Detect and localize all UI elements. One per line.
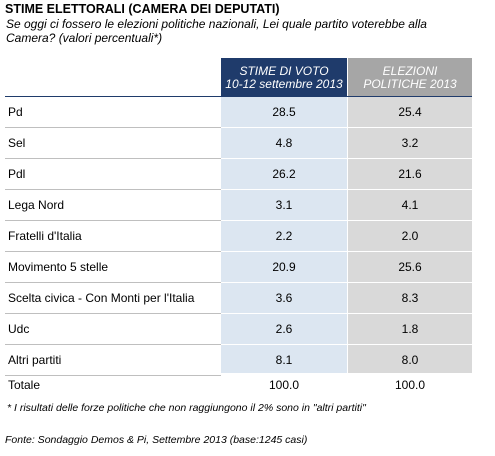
stime-value: 8.1 (275, 353, 293, 367)
elezioni-value: 4.1 (401, 198, 419, 212)
row-divider-left (5, 189, 221, 190)
stime-value: 2.2 (275, 229, 293, 243)
stime-value: 26.2 (272, 167, 296, 181)
party-name: Sel (8, 136, 26, 150)
row-divider (5, 313, 472, 314)
column-header-elezioni: ELEZIONI POLITICHE 2013 (348, 58, 472, 97)
elezioni-column-fill (348, 97, 472, 373)
party-name: Pd (8, 105, 23, 119)
stime-value: 28.5 (272, 105, 296, 119)
question-text: Se oggi ci fossero le elezioni politiche… (6, 17, 427, 45)
total-row: Totale 100.0 100.0 (5, 378, 472, 396)
total-stime-value: 100.0 (268, 378, 300, 392)
table-row: Pdl 26.2 21.6 (5, 159, 472, 190)
row-divider-left (5, 220, 221, 221)
elezioni-value: 2.0 (401, 229, 419, 243)
table-row: Pd 28.5 25.4 (5, 97, 472, 128)
column-header-elezioni-line2: POLITICHE 2013 (363, 76, 457, 91)
total-label: Totale (8, 378, 41, 392)
column-header-stime-line2: 10-12 settembre 2013 (225, 76, 343, 91)
elezioni-value: 21.6 (398, 167, 422, 181)
row-divider-left (5, 344, 221, 345)
party-name: Movimento 5 stelle (8, 260, 109, 274)
row-divider-left (5, 282, 221, 283)
source-note: Fonte: Sondaggio Demos & Pi, Settembre 2… (5, 434, 308, 446)
table-row: Altri partiti 8.1 8.0 (5, 345, 472, 376)
elezioni-value: 1.8 (401, 322, 419, 336)
row-divider-left (5, 375, 221, 376)
document-title: STIME ELETTORALI (CAMERA DEI DEPUTATI) (5, 2, 280, 16)
party-name: Scelta civica - Con Monti per l'Italia (8, 291, 195, 305)
party-name: Fratelli d'Italia (8, 229, 82, 243)
total-elezioni-value: 100.0 (394, 378, 426, 392)
row-divider (5, 375, 472, 376)
table-row: Movimento 5 stelle 20.9 25.6 (5, 252, 472, 283)
stime-column-fill (221, 97, 347, 373)
party-name: Altri partiti (8, 353, 62, 367)
table-row: Sel 4.8 3.2 (5, 128, 472, 159)
row-divider-left (5, 127, 221, 128)
elezioni-value: 25.6 (398, 260, 422, 274)
stime-value: 20.9 (272, 260, 296, 274)
stime-value: 3.1 (275, 198, 293, 212)
table-row: Udc 2.6 1.8 (5, 314, 472, 345)
elezioni-value: 3.2 (401, 136, 419, 150)
column-header-stime: STIME DI VOTO 10-12 settembre 2013 (221, 58, 347, 97)
row-divider-left (5, 251, 221, 252)
table-row: Fratelli d'Italia 2.2 2.0 (5, 221, 472, 252)
row-divider (5, 344, 472, 345)
party-name: Udc (8, 322, 30, 336)
column-header-stime-line1: STIME DI VOTO (239, 63, 329, 78)
row-divider (5, 189, 472, 190)
party-name: Pdl (8, 167, 26, 181)
row-divider (5, 127, 472, 128)
row-divider (5, 220, 472, 221)
row-divider (5, 158, 472, 159)
footnote: * I risultati delle forze politiche che … (7, 402, 366, 414)
row-divider-left (5, 313, 221, 314)
elezioni-value: 25.4 (398, 105, 422, 119)
table-row: Lega Nord 3.1 4.1 (5, 190, 472, 221)
elezioni-value: 8.3 (401, 291, 419, 305)
stime-value: 3.6 (275, 291, 293, 305)
stime-value: 4.8 (275, 136, 293, 150)
column-header-elezioni-line1: ELEZIONI (382, 63, 438, 78)
party-name: Lega Nord (8, 198, 65, 212)
table-top-rule (5, 96, 472, 97)
stime-value: 2.6 (275, 322, 293, 336)
row-divider-left (5, 158, 221, 159)
elezioni-value: 8.0 (401, 353, 419, 367)
table-row: Scelta civica - Con Monti per l'Italia 3.… (5, 283, 472, 314)
row-divider (5, 251, 472, 252)
row-divider (5, 282, 472, 283)
